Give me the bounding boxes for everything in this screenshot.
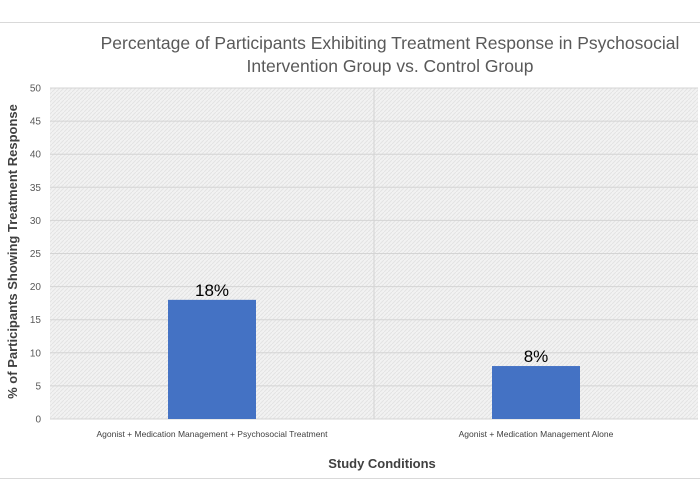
y-tick-label: 15 bbox=[30, 315, 42, 326]
chart-title: Percentage of Participants Exhibiting Tr… bbox=[40, 32, 700, 78]
x-axis-title: Study Conditions bbox=[328, 456, 436, 471]
y-axis-title: % of Participants Showing Treatment Resp… bbox=[5, 104, 20, 399]
y-tick-label: 5 bbox=[35, 381, 41, 392]
y-tick-label: 20 bbox=[30, 282, 42, 293]
y-tick-label: 40 bbox=[30, 150, 42, 161]
bottom-border bbox=[0, 478, 700, 479]
data-labels: 18% 8% bbox=[195, 281, 548, 366]
bar bbox=[492, 366, 580, 419]
y-tick-label: 35 bbox=[30, 183, 42, 194]
x-axis-categories: Agonist + Medication Management + Psycho… bbox=[96, 429, 613, 439]
y-axis-ticks: 0 5 10 15 20 25 30 35 40 45 50 bbox=[30, 84, 42, 426]
top-border bbox=[0, 22, 700, 23]
bars bbox=[168, 299, 580, 419]
y-tick-label: 30 bbox=[30, 216, 42, 227]
gridlines bbox=[50, 87, 698, 420]
chart-title-line-1: Percentage of Participants Exhibiting Tr… bbox=[100, 33, 680, 53]
y-tick-label: 25 bbox=[30, 249, 42, 260]
y-tick-label: 45 bbox=[30, 117, 42, 128]
x-category-label: Agonist + Medication Management Alone bbox=[459, 429, 614, 439]
chart-title-line-2: Intervention Group vs. Control Group bbox=[246, 56, 534, 76]
y-tick-label: 0 bbox=[35, 415, 41, 426]
y-tick-label: 10 bbox=[30, 348, 42, 359]
bar bbox=[168, 299, 256, 419]
y-tick-label: 50 bbox=[30, 84, 42, 95]
data-label: 8% bbox=[524, 347, 549, 366]
data-label: 18% bbox=[195, 281, 229, 300]
x-category-label: Agonist + Medication Management + Psycho… bbox=[96, 429, 328, 439]
